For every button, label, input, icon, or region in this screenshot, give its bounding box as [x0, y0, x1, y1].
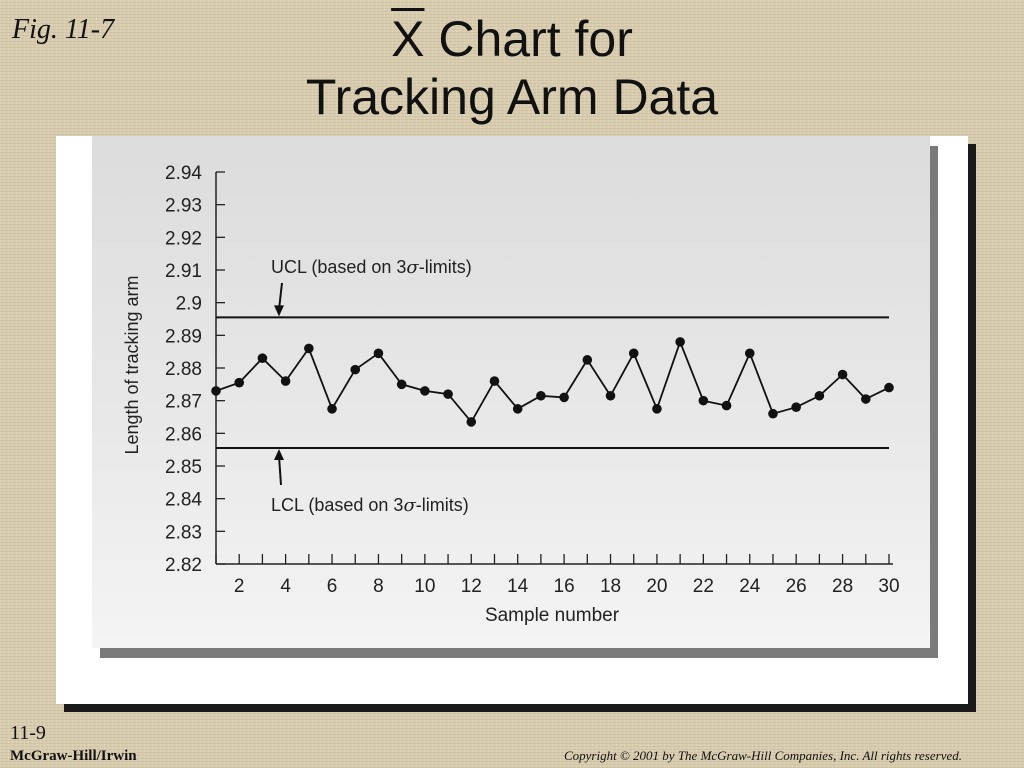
data-point: [698, 395, 709, 406]
x-tick-label: 14: [507, 576, 529, 597]
y-tick-label: 2.9: [176, 294, 202, 315]
data-point: [466, 417, 477, 427]
ucl-arrow-head: [274, 305, 284, 317]
x-tick-label: 6: [327, 576, 338, 597]
axes: 2.94 2.93 2.92 2.91 2.9 2.89 2.88 2.87 2.86 2.85 2…: [165, 163, 900, 597]
x-axis-label: Sample number: [485, 605, 620, 626]
slide-title: X Chart for Tracking Arm Data: [0, 10, 1024, 126]
data-point: [304, 343, 314, 354]
data-point: [860, 394, 871, 404]
x-tick-label: 20: [646, 576, 667, 597]
annotations: UCL (based on 3σ-limits) LCL (based on 3σ…: [271, 257, 472, 516]
x-bar-symbol: X: [391, 11, 425, 67]
lcl-annotation: LCL (based on 3σ-limits): [271, 495, 469, 516]
data-point: [443, 389, 453, 399]
x-tick-label: 16: [554, 576, 575, 597]
data-point: [420, 386, 430, 396]
sample-mean-line: [215, 339, 890, 424]
y-tick-label: 2.93: [165, 196, 202, 217]
data-point: [675, 337, 685, 347]
data-point: [814, 390, 825, 401]
data-point: [211, 386, 221, 396]
data-point: [768, 408, 778, 419]
x-tick-label: 12: [461, 576, 482, 597]
x-tick-label: 10: [414, 576, 435, 597]
y-tick-label: 2.83: [165, 522, 202, 543]
x-tick-label: 2: [234, 576, 245, 597]
y-axis-label: Length of tracking arm: [122, 275, 142, 454]
x-tick-label: 26: [786, 576, 807, 597]
x-tick-label: 24: [739, 576, 761, 597]
data-point: [327, 404, 337, 414]
data-point: [721, 400, 732, 411]
y-tick-label: 2.82: [165, 555, 202, 576]
data-point: [373, 348, 384, 359]
data-point: [582, 355, 593, 365]
publisher-name: McGraw-Hill/Irwin: [10, 748, 137, 764]
title-line-1-text: Chart for: [424, 11, 633, 67]
y-tick-label: 2.87: [165, 392, 202, 413]
data-point: [512, 404, 523, 414]
y-tick-label: 2.89: [165, 326, 202, 347]
y-tick-label: 2.84: [165, 490, 202, 511]
lcl-arrow-head: [274, 449, 284, 461]
data-series: [211, 337, 894, 427]
y-tick-label: 2.94: [165, 163, 202, 184]
data-point: [350, 364, 361, 375]
title-line-2: Tracking Arm Data: [305, 69, 719, 125]
data-point: [791, 402, 801, 413]
control-limits: [216, 316, 889, 450]
data-point: [396, 379, 407, 390]
y-tick-label: 2.88: [165, 359, 202, 380]
data-point: [884, 382, 894, 393]
chart-panel: [92, 136, 930, 648]
x-tick-label: 8: [373, 576, 384, 597]
data-point: [559, 392, 569, 403]
figure-label: Fig. 11-7: [12, 14, 115, 45]
data-point: [628, 348, 639, 359]
y-tick-label: 2.86: [165, 424, 202, 445]
x-tick-label: 22: [693, 576, 714, 597]
lcl-arrow-shaft: [278, 455, 282, 486]
title-line-1: X Chart for: [0, 10, 1024, 68]
slide-number: 11-9: [10, 722, 46, 744]
data-point: [837, 369, 848, 380]
data-point: [605, 390, 616, 401]
data-point: [257, 353, 268, 364]
data-point: [536, 390, 546, 401]
data-point: [234, 377, 245, 388]
y-tick-label: 2.91: [165, 261, 202, 282]
y-tick-label: 2.85: [165, 457, 202, 478]
x-tick-label: 30: [878, 576, 899, 597]
x-tick-label: 4: [280, 576, 291, 597]
x-tick-label: 28: [832, 576, 853, 597]
ucl-annotation: UCL (based on 3σ-limits): [271, 257, 472, 278]
data-point: [652, 404, 662, 414]
data-point: [489, 376, 500, 386]
copyright-notice: Copyright © 2001 by The McGraw-Hill Comp…: [563, 748, 962, 763]
y-tick-label: 2.92: [165, 228, 202, 249]
ucl-arrow-shaft: [278, 282, 283, 310]
data-point: [744, 348, 755, 359]
data-point: [280, 376, 291, 386]
x-tick-label: 18: [600, 576, 621, 597]
